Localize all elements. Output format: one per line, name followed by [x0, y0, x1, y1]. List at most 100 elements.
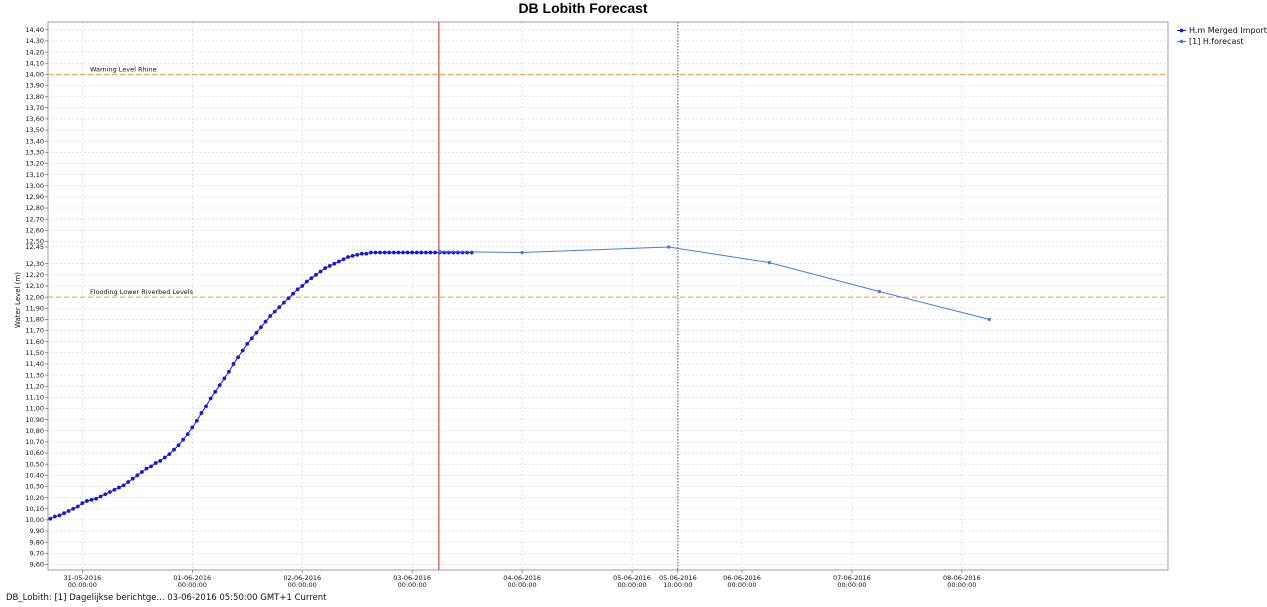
y-tick-label: 10,70 [25, 438, 44, 446]
y-tick-label: 13,20 [25, 160, 44, 168]
data-point [107, 490, 112, 494]
y-tick-label: 10,90 [25, 416, 44, 424]
data-point [282, 300, 286, 305]
data-point [199, 411, 204, 415]
data-point [80, 501, 85, 506]
y-tick-label: 11,10 [25, 394, 44, 402]
y-tick-label: 10,10 [25, 505, 44, 513]
data-point [304, 279, 309, 284]
data-point [378, 250, 383, 255]
y-tick-label: 11,80 [25, 316, 44, 324]
y-tick-label: 12,80 [25, 204, 44, 212]
data-point [222, 376, 227, 381]
y-tick-label: 13,50 [25, 126, 44, 134]
data-point [94, 496, 98, 501]
data-point [52, 514, 57, 519]
x-tick-time: 10:00:00 [663, 581, 692, 589]
data-point [469, 250, 474, 255]
legend-item-forecast[interactable]: [1] H.forecast [1177, 37, 1244, 46]
y-tick-label: 12,60 [25, 226, 44, 234]
data-point [62, 511, 66, 516]
data-point [213, 389, 218, 394]
data-point [350, 254, 355, 258]
y-axis-label: Water Level (m) [14, 272, 22, 328]
data-point [236, 355, 241, 360]
data-point [767, 260, 772, 265]
y-tick-label: 14,20 [25, 48, 44, 56]
data-point [176, 443, 181, 448]
y-tick-label: 11,40 [25, 360, 44, 368]
threshold-label: Flooding Lower Riverbed Levels [90, 288, 194, 296]
y-tick-label: 11,60 [25, 338, 44, 346]
data-point [327, 264, 332, 268]
data-point [117, 485, 121, 490]
data-point [162, 455, 167, 460]
data-point [318, 269, 323, 274]
data-point [387, 250, 392, 255]
y-tick-label: 10,60 [25, 449, 44, 457]
y-tick-label: 9,80 [30, 538, 44, 546]
data-point [465, 250, 470, 255]
y-tick-label: 14,00 [25, 71, 44, 79]
data-point [144, 466, 149, 471]
y-tick-label: 11,90 [25, 304, 44, 312]
x-tick-date: 04-06-2016 [503, 574, 541, 582]
data-point [217, 383, 222, 388]
y-tick-label: 10,80 [25, 427, 44, 435]
x-tick-time: 00:00:00 [178, 581, 207, 589]
data-point [414, 250, 419, 255]
data-point [121, 483, 126, 488]
plot-area[interactable]: 9,60 9,70 9,80 9,90 10,00 10,10 10,20 10,30 10,4… [25, 21, 1169, 589]
data-point [245, 341, 250, 346]
data-point [140, 470, 144, 474]
y-tick-label: 14,30 [25, 37, 44, 45]
y-tick-label: 12,10 [25, 282, 44, 290]
x-tick-date: 02-06-2016 [283, 574, 321, 582]
x-tick-date: 07-06-2016 [833, 574, 871, 582]
data-point [336, 259, 341, 264]
y-tick-label: 13,40 [25, 137, 44, 145]
data-point [359, 251, 364, 256]
data-point [172, 447, 176, 452]
data-point [286, 296, 291, 301]
data-point [85, 499, 89, 503]
data-point [89, 497, 94, 502]
y-tick-label: 12,50 [25, 238, 44, 246]
data-point [364, 251, 369, 256]
data-point [268, 314, 273, 318]
y-tick-label: 12,45 [25, 243, 44, 251]
data-point [66, 509, 71, 513]
data-point [240, 348, 245, 353]
data-point [263, 319, 268, 324]
y-tick-label: 12,20 [25, 271, 44, 279]
x-tick-time: 00:00:00 [727, 581, 756, 589]
data-point [181, 437, 186, 442]
y-tick-label: 13,00 [25, 182, 44, 190]
data-point [428, 250, 433, 255]
data-point [149, 464, 153, 469]
x-tick-time: 00:00:00 [398, 581, 427, 589]
data-point [227, 369, 231, 374]
x-tick-date: 08-06-2016 [943, 574, 981, 582]
data-point [460, 250, 465, 255]
data-point [291, 291, 295, 296]
x-tick-date: 06-06-2016 [723, 574, 761, 582]
data-point [57, 513, 62, 518]
data-point [410, 250, 415, 255]
y-tick-label: 13,90 [25, 82, 44, 90]
x-tick-time: 00:00:00 [837, 581, 866, 589]
data-point [295, 287, 300, 292]
y-tick-label: 9,60 [30, 561, 44, 569]
x-tick-date: 05-06-2016 [659, 574, 697, 582]
y-tick-label: 12,70 [25, 215, 44, 223]
data-point [373, 250, 378, 255]
data-point [48, 516, 53, 521]
legend-item-merged-import[interactable]: H.m Merged Import [1177, 26, 1267, 35]
threshold-label: Warning Level Rhine [90, 65, 157, 73]
data-point [254, 330, 259, 335]
data-point [396, 250, 401, 255]
series-line [439, 246, 990, 320]
data-point [130, 476, 135, 481]
data-point [433, 250, 437, 255]
y-tick-label: 9,70 [30, 549, 44, 557]
